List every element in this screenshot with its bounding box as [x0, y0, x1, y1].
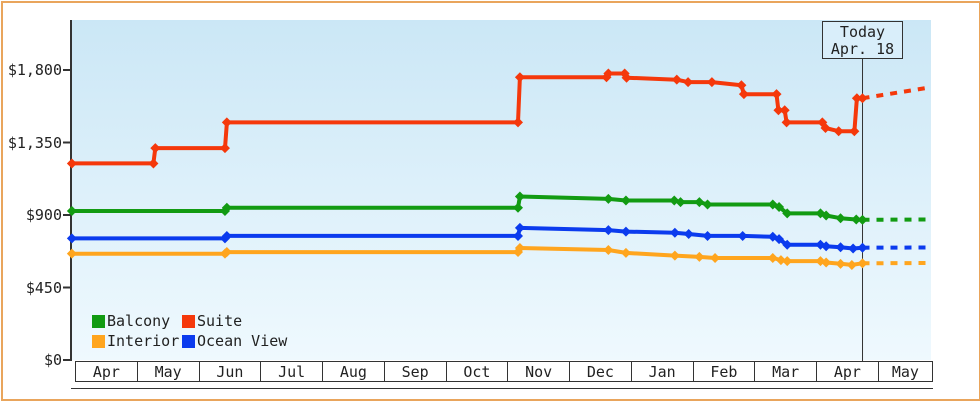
legend-item-balcony: Balcony — [92, 311, 182, 331]
series-marker-balcony — [703, 200, 713, 210]
legend-swatch-icon — [182, 335, 195, 348]
month-label-apr: Apr — [76, 362, 138, 381]
series-marker-ocean-view — [621, 227, 631, 237]
series-marker-ocean-view — [858, 243, 868, 253]
y-axis-label: $0 — [6, 352, 62, 368]
month-label-nov: Nov — [508, 362, 570, 381]
series-marker-interior — [858, 258, 868, 268]
series-forecast-suite — [863, 88, 929, 99]
series-marker-ocean-view — [836, 242, 846, 252]
series-marker-balcony — [603, 194, 613, 204]
series-marker-suite — [782, 117, 792, 127]
x-axis-baseline — [71, 388, 933, 389]
series-line-balcony — [72, 197, 863, 220]
series-marker-balcony — [621, 196, 631, 206]
series-marker-interior — [782, 256, 792, 266]
series-marker-ocean-view — [738, 231, 748, 241]
series-marker-suite — [780, 105, 790, 115]
legend: Balcony Suite Interior Ocean View — [92, 311, 287, 351]
month-label-aug: Aug — [323, 362, 385, 381]
legend-swatch-icon — [92, 315, 105, 328]
legend-label: Balcony — [107, 312, 170, 330]
legend-label: Ocean View — [197, 332, 287, 350]
legend-label: Interior — [107, 332, 179, 350]
series-marker-suite — [67, 158, 77, 168]
series-marker-suite — [222, 117, 232, 127]
month-label-may: May — [879, 362, 932, 381]
series-marker-balcony — [858, 215, 868, 225]
series-marker-suite — [849, 126, 859, 136]
month-label-may: May — [138, 362, 200, 381]
series-marker-interior — [621, 248, 631, 258]
series-line-interior — [72, 248, 863, 265]
y-axis-label: $900 — [6, 207, 62, 223]
series-marker-ocean-view — [515, 223, 525, 233]
series-marker-interior — [603, 245, 613, 255]
legend-item-interior: Interior — [92, 331, 182, 351]
month-label-sep: Sep — [385, 362, 447, 381]
series-marker-suite — [515, 72, 525, 82]
series-marker-interior — [836, 259, 846, 269]
series-marker-interior — [670, 251, 680, 261]
series-marker-interior — [694, 252, 704, 262]
month-label-feb: Feb — [694, 362, 756, 381]
series-marker-suite — [772, 89, 782, 99]
month-label-mar: Mar — [755, 362, 817, 381]
series-marker-ocean-view — [684, 229, 694, 239]
month-label-jun: Jun — [200, 362, 262, 381]
month-label-dec: Dec — [570, 362, 632, 381]
series-marker-suite — [683, 77, 693, 87]
series-marker-suite — [739, 89, 749, 99]
month-label-jan: Jan — [632, 362, 694, 381]
series-marker-suite — [220, 143, 230, 153]
today-date: Apr. 18 — [823, 41, 902, 58]
today-label: Today — [823, 24, 902, 41]
series-marker-interior — [67, 249, 77, 259]
legend-item-ocean-view: Ocean View — [182, 331, 287, 351]
y-axis-label: $1,800 — [6, 62, 62, 78]
series-marker-ocean-view — [67, 233, 77, 243]
series-marker-suite — [707, 77, 717, 87]
legend-swatch-icon — [182, 315, 195, 328]
series-marker-suite — [672, 75, 682, 85]
series-marker-balcony — [513, 203, 523, 213]
month-label-apr: Apr — [817, 362, 879, 381]
today-annotation-box: Today Apr. 18 — [822, 21, 903, 59]
series-marker-suite — [858, 93, 868, 103]
series-marker-balcony — [694, 197, 704, 207]
series-marker-ocean-view — [703, 231, 713, 241]
series-marker-balcony — [836, 213, 846, 223]
series-marker-suite — [513, 117, 523, 127]
series-marker-balcony — [515, 191, 525, 201]
series-marker-ocean-view — [670, 228, 680, 238]
month-label-oct: Oct — [447, 362, 509, 381]
series-marker-suite — [736, 80, 746, 90]
legend-swatch-icon — [92, 335, 105, 348]
series-marker-suite — [834, 126, 844, 136]
series-marker-suite — [148, 158, 158, 168]
series-marker-ocean-view — [603, 225, 613, 235]
series-marker-interior — [768, 253, 778, 263]
legend-item-suite: Suite — [182, 311, 287, 331]
series-marker-interior — [847, 260, 857, 270]
series-marker-interior — [710, 253, 720, 263]
legend-label: Suite — [197, 312, 242, 330]
series-marker-suite — [150, 143, 160, 153]
series-marker-ocean-view — [848, 244, 858, 254]
series-marker-ocean-view — [513, 231, 523, 241]
y-axis-label: $1,350 — [6, 135, 62, 151]
month-label-jul: Jul — [261, 362, 323, 381]
y-axis-label: $450 — [6, 280, 62, 296]
